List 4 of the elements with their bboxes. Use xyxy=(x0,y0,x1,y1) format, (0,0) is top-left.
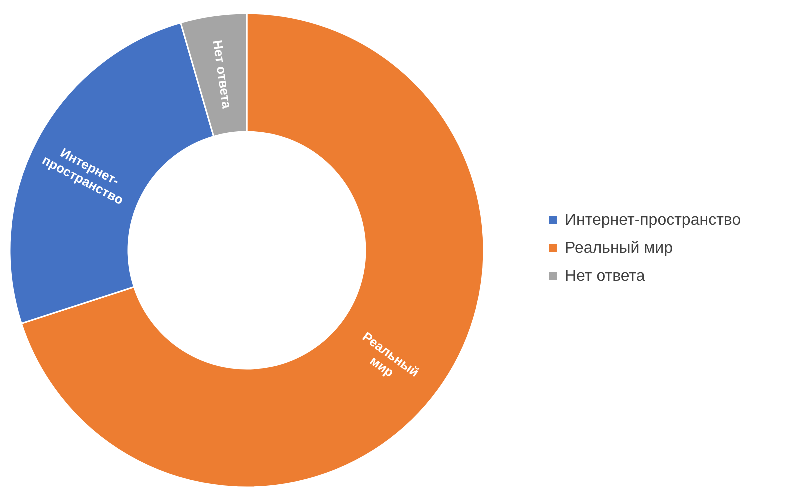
slice-label: Нет ответа xyxy=(210,39,235,110)
legend-label: Нет ответа xyxy=(565,268,646,285)
legend-label: Реальный мир xyxy=(565,240,674,257)
legend-label: Интернет-пространство xyxy=(565,212,742,229)
